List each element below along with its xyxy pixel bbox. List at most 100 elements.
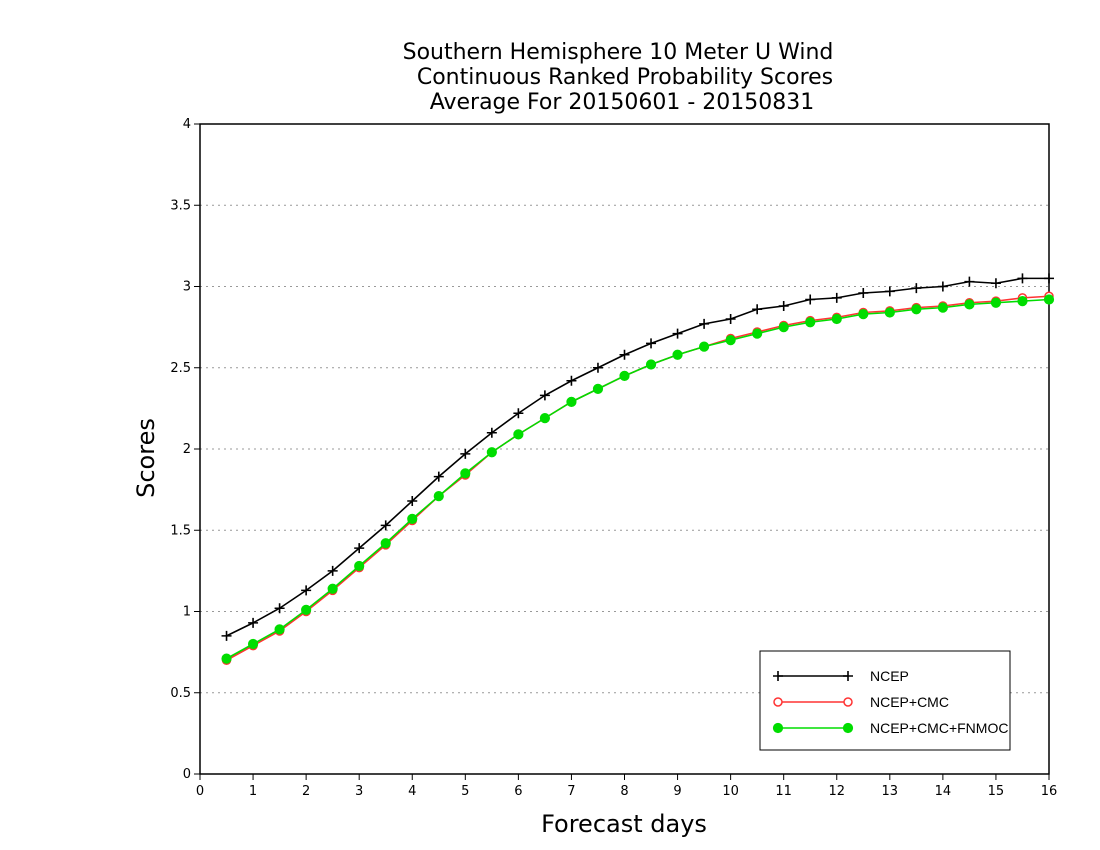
data-point-ncep-3 — [301, 585, 312, 596]
data-point-ncep-1 — [248, 617, 259, 628]
series-ncep — [221, 273, 1054, 641]
y-tick-label-7: 3.5 — [170, 198, 191, 213]
x-tick-label-7: 7 — [567, 784, 575, 799]
data-point-ncep-6 — [380, 520, 391, 531]
data-point-ncep-26 — [911, 283, 922, 294]
x-tick-label-11: 11 — [775, 784, 792, 799]
data-point-ncep-cmc-fnmoc-17 — [672, 349, 683, 360]
x-tick-label-10: 10 — [722, 784, 739, 799]
legend-entry-ncep: NCEP — [773, 668, 909, 684]
chart-title-line-1: Southern Hemisphere 10 Meter U Wind — [403, 40, 834, 65]
data-point-ncep-cmc-fnmoc-28 — [964, 299, 975, 310]
x-axis-ticks: 0 1 2 3 4 5 6 7 8 9 10 11 12 13 14 15 16 — [196, 774, 1057, 799]
data-point-ncep-20 — [752, 304, 763, 315]
data-point-ncep-21 — [778, 301, 789, 311]
data-point-ncep-cmc-fnmoc-25 — [884, 307, 895, 318]
series-line-ncep-cmc — [226, 295, 1050, 661]
x-tick-label-6: 6 — [514, 784, 522, 799]
data-point-ncep-5 — [354, 543, 365, 554]
data-point-ncep-22 — [805, 294, 816, 305]
legend-marker-end-ncep-cmc — [843, 697, 853, 707]
data-point-ncep-29 — [990, 278, 1001, 289]
series-ncep-cmc-fnmoc — [221, 294, 1055, 664]
data-point-ncep-cmc-fnmoc-3 — [301, 604, 312, 615]
series-ncep-cmc — [221, 291, 1054, 665]
legend-entry-ncep-cmc-fnmoc: NCEP+CMC+FNMOC — [772, 720, 1008, 736]
data-point-ncep-cmc-fnmoc-9 — [460, 468, 471, 479]
x-tick-label-16: 16 — [1041, 784, 1058, 799]
chart-title-line-2: Continuous Ranked Probability Scores — [417, 65, 833, 90]
data-point-ncep-13 — [566, 375, 577, 386]
legend-entry-ncep-cmc: NCEP+CMC — [773, 694, 949, 710]
data-point-ncep-2 — [274, 603, 285, 614]
x-tick-label-1: 1 — [249, 784, 257, 799]
data-point-ncep-cmc-fnmoc-11 — [513, 429, 524, 440]
x-axis-label: Forecast days — [541, 810, 707, 838]
data-point-ncep-30 — [1017, 273, 1028, 284]
x-tick-label-14: 14 — [935, 784, 952, 799]
data-point-ncep-cmc-fnmoc-8 — [433, 491, 444, 502]
y-axis-ticks: 0 0.5 1 1.5 2 2.5 3 3.5 4 — [170, 117, 200, 782]
data-point-ncep-cmc-fnmoc-19 — [725, 335, 736, 346]
x-tick-label-15: 15 — [988, 784, 1005, 799]
y-tick-label-0: 0 — [183, 767, 191, 782]
x-tick-label-5: 5 — [461, 784, 469, 799]
data-point-ncep-14 — [592, 362, 603, 373]
y-tick-label-3: 1.5 — [170, 523, 191, 538]
data-point-ncep-9 — [460, 448, 471, 459]
data-point-ncep-16 — [646, 338, 657, 349]
y-tick-label-4: 2 — [183, 442, 191, 457]
data-point-ncep-cmc-fnmoc-2 — [274, 624, 285, 635]
data-point-ncep-cmc-fnmoc-6 — [380, 538, 391, 549]
data-point-ncep-cmc-fnmoc-10 — [486, 447, 497, 458]
y-tick-label-1: 0.5 — [170, 686, 191, 701]
data-point-ncep-cmc-fnmoc-7 — [407, 513, 418, 524]
horizontal-gridlines — [200, 204, 1049, 694]
data-point-ncep-cmc-fnmoc-4 — [327, 583, 338, 594]
data-point-ncep-cmc-fnmoc-27 — [937, 302, 948, 313]
data-point-ncep-cmc-fnmoc-15 — [619, 370, 630, 381]
x-tick-label-0: 0 — [196, 784, 204, 799]
data-point-ncep-31 — [1044, 273, 1054, 284]
chart-title: Southern Hemisphere 10 Meter U Wind Cont… — [403, 40, 834, 115]
data-point-ncep-15 — [619, 349, 630, 360]
data-point-ncep-25 — [884, 286, 895, 297]
data-point-ncep-cmc-fnmoc-31 — [1043, 294, 1055, 305]
legend-label-ncep: NCEP — [870, 668, 909, 684]
data-point-ncep-8 — [433, 471, 444, 482]
data-point-ncep-19 — [725, 314, 736, 324]
legend-marker-start-ncep-cmc-fnmoc — [772, 722, 784, 734]
data-point-ncep-11 — [513, 408, 524, 419]
legend-marker-start-ncep-cmc — [773, 697, 783, 707]
legend-marker-end-ncep-cmc-fnmoc — [842, 722, 854, 734]
legend-marker-end-ncep — [843, 671, 853, 681]
data-point-ncep-7 — [407, 496, 418, 506]
x-tick-label-3: 3 — [355, 784, 363, 799]
legend-label-ncep-cmc-fnmoc: NCEP+CMC+FNMOC — [870, 720, 1008, 736]
legend: NCEP NCEP+CMC NCEP+CMC+FNMOC — [759, 650, 1011, 751]
x-tick-label-12: 12 — [828, 784, 845, 799]
data-point-ncep-24 — [858, 288, 869, 298]
x-tick-label-2: 2 — [302, 784, 310, 799]
data-point-ncep-23 — [831, 292, 842, 303]
data-point-ncep-cmc-fnmoc-21 — [778, 322, 789, 333]
data-point-ncep-10 — [486, 427, 497, 438]
x-tick-label-9: 9 — [673, 784, 681, 799]
data-point-ncep-cmc-fnmoc-23 — [831, 313, 842, 325]
data-point-ncep-cmc-fnmoc-1 — [247, 638, 259, 650]
data-point-ncep-27 — [937, 281, 948, 292]
y-tick-label-5: 2.5 — [170, 361, 191, 376]
legend-entries: NCEP NCEP+CMC NCEP+CMC+FNMOC — [772, 668, 1008, 736]
y-tick-label-8: 4 — [183, 117, 191, 132]
x-tick-label-13: 13 — [882, 784, 899, 799]
data-point-ncep-28 — [964, 276, 975, 287]
data-point-ncep-17 — [672, 328, 683, 339]
legend-label-ncep-cmc: NCEP+CMC — [870, 694, 949, 710]
y-axis-label: Scores — [132, 418, 160, 498]
y-tick-label-6: 3 — [183, 280, 191, 295]
x-tick-label-4: 4 — [408, 784, 416, 799]
series-line-ncep — [226, 277, 1049, 637]
data-point-ncep-cmc-fnmoc-20 — [752, 328, 763, 339]
data-point-ncep-cmc-fnmoc-12 — [539, 413, 551, 424]
